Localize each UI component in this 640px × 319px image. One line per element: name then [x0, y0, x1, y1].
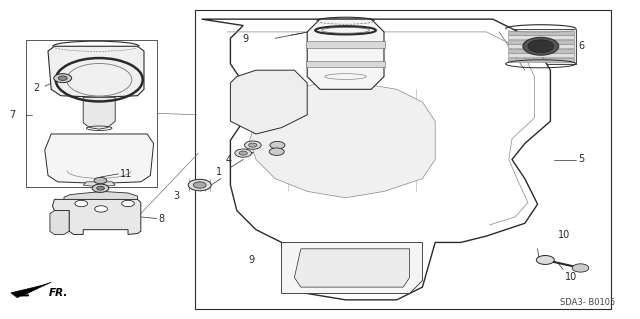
Circle shape	[249, 143, 257, 147]
Circle shape	[122, 200, 134, 207]
Polygon shape	[64, 191, 138, 199]
Text: 9: 9	[248, 255, 255, 265]
Polygon shape	[306, 61, 385, 67]
Polygon shape	[508, 53, 574, 57]
Polygon shape	[83, 182, 115, 187]
Text: 3: 3	[173, 191, 179, 201]
Circle shape	[188, 179, 211, 191]
Circle shape	[94, 177, 107, 184]
Bar	[195, 10, 611, 309]
Circle shape	[97, 186, 104, 190]
Polygon shape	[282, 242, 422, 293]
Polygon shape	[508, 58, 574, 62]
Polygon shape	[508, 35, 574, 39]
Text: 5: 5	[578, 154, 584, 165]
Circle shape	[536, 256, 554, 264]
Circle shape	[235, 149, 252, 157]
Polygon shape	[48, 46, 144, 97]
Circle shape	[95, 206, 108, 212]
Circle shape	[58, 76, 67, 80]
Polygon shape	[11, 282, 51, 298]
Text: 8: 8	[159, 214, 165, 225]
Polygon shape	[306, 41, 385, 48]
Circle shape	[193, 182, 206, 188]
Polygon shape	[52, 199, 141, 234]
Text: 2: 2	[33, 83, 40, 93]
Text: SDA3- B0105: SDA3- B0105	[561, 298, 616, 307]
Polygon shape	[230, 70, 307, 134]
Polygon shape	[202, 19, 550, 300]
Text: FR.: FR.	[49, 288, 68, 298]
Text: 6: 6	[578, 41, 584, 51]
Text: 10: 10	[558, 230, 570, 240]
Circle shape	[75, 200, 88, 207]
Polygon shape	[83, 97, 115, 129]
Text: 7: 7	[9, 110, 15, 120]
Circle shape	[269, 148, 284, 155]
Polygon shape	[307, 19, 384, 89]
Polygon shape	[508, 44, 574, 48]
Circle shape	[528, 40, 554, 53]
Circle shape	[92, 184, 109, 192]
Text: 9: 9	[242, 34, 248, 44]
Polygon shape	[45, 134, 154, 183]
Circle shape	[572, 264, 589, 272]
Polygon shape	[506, 29, 576, 64]
Polygon shape	[508, 40, 574, 44]
Text: 4: 4	[225, 155, 232, 166]
Circle shape	[239, 151, 248, 155]
Text: 10: 10	[565, 272, 577, 282]
Circle shape	[54, 74, 72, 83]
Polygon shape	[294, 249, 410, 287]
Text: 1: 1	[216, 167, 222, 177]
Circle shape	[244, 141, 261, 149]
Polygon shape	[508, 31, 574, 35]
Circle shape	[523, 37, 559, 55]
Circle shape	[270, 141, 285, 149]
Polygon shape	[50, 211, 69, 234]
Bar	[26, 40, 157, 187]
Polygon shape	[508, 49, 574, 53]
Text: 11: 11	[120, 169, 132, 179]
Polygon shape	[250, 83, 435, 198]
